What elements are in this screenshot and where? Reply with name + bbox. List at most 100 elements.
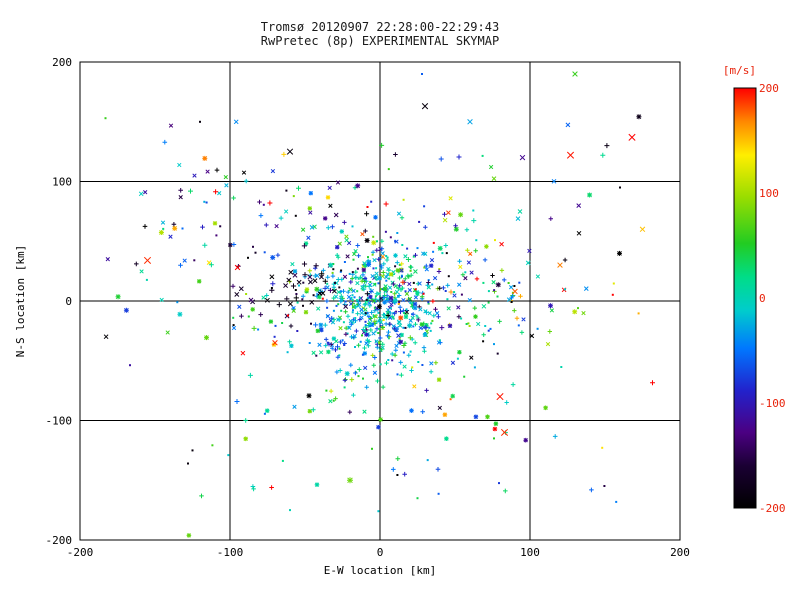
scatter-point	[338, 286, 341, 289]
scatter-point	[335, 344, 340, 350]
scatter-point	[485, 414, 490, 420]
scatter-point	[380, 384, 386, 390]
scatter-point	[442, 412, 448, 417]
scatter-point	[351, 288, 356, 294]
scatter-point	[247, 315, 250, 318]
scatter-point	[333, 294, 339, 299]
scatter-point	[208, 262, 214, 268]
scatter-point	[270, 255, 276, 260]
scatter-point	[378, 417, 383, 422]
scatter-point	[601, 446, 604, 449]
scatter-point	[267, 200, 273, 206]
scatter-point	[353, 248, 358, 254]
scatter-point	[566, 151, 575, 159]
colorbar-gradient	[733, 87, 757, 509]
chart-subtitle: RwPretec (8p) EXPERIMENTAL SKYMAP	[261, 34, 499, 48]
scatter-point	[159, 297, 164, 303]
scatter-point	[311, 350, 316, 355]
scatter-point	[432, 241, 435, 244]
scatter-point	[289, 509, 291, 512]
scatter-point	[245, 293, 248, 295]
scatter-point	[373, 275, 379, 280]
scatter-point	[393, 296, 396, 299]
scatter-points	[103, 71, 655, 538]
scatter-point	[418, 220, 421, 223]
scatter-point	[328, 388, 334, 394]
scatter-point	[193, 259, 196, 262]
scatter-point	[335, 253, 340, 258]
scatter-point	[417, 281, 422, 286]
scatter-point	[354, 328, 359, 334]
scatter-point	[292, 272, 298, 278]
scatter-point	[366, 259, 372, 265]
scatter-point	[339, 229, 344, 234]
scatter-point	[332, 268, 335, 271]
scatter-point	[348, 272, 351, 275]
scatter-point	[361, 353, 364, 356]
scatter-point	[435, 311, 440, 316]
scatter-point	[357, 277, 360, 280]
scatter-point	[436, 269, 442, 274]
scatter-point	[239, 313, 244, 319]
scatter-point	[374, 330, 377, 333]
scatter-point	[474, 276, 480, 282]
scatter-point	[348, 362, 353, 368]
scatter-point	[393, 152, 398, 157]
scatter-point	[484, 325, 487, 327]
scatter-point	[437, 245, 443, 251]
scatter-point	[371, 447, 373, 450]
scatter-point	[361, 287, 367, 292]
scatter-point	[307, 206, 312, 211]
scatter-point	[343, 377, 348, 382]
scatter-point	[214, 167, 220, 173]
scatter-point	[316, 306, 321, 311]
scatter-point	[564, 288, 566, 291]
x-tick-label: -200	[67, 546, 94, 559]
scatter-point	[423, 309, 428, 314]
scatter-point	[404, 291, 410, 296]
scatter-point	[437, 405, 442, 411]
scatter-point	[368, 289, 374, 294]
scatter-point	[224, 183, 229, 188]
scatter-point	[254, 251, 257, 254]
scatter-point	[407, 335, 413, 341]
scatter-point	[429, 263, 434, 268]
scatter-point	[421, 364, 424, 366]
scatter-point	[123, 307, 129, 313]
scatter-point	[301, 294, 306, 299]
scatter-point	[338, 326, 343, 331]
scatter-point	[374, 291, 379, 296]
scatter-point	[376, 304, 382, 310]
scatter-point	[134, 261, 139, 267]
scatter-point	[424, 388, 429, 393]
scatter-point	[281, 151, 287, 157]
scatter-point	[364, 332, 369, 337]
scatter-point	[392, 311, 397, 316]
scatter-point	[328, 399, 333, 404]
scatter-point	[186, 533, 192, 538]
scatter-point	[350, 276, 355, 281]
scatter-point	[488, 164, 494, 170]
scatter-point	[322, 285, 328, 291]
scatter-point	[442, 217, 448, 223]
scatter-point	[298, 284, 300, 287]
scatter-point	[396, 286, 401, 291]
scatter-point	[413, 340, 418, 345]
scatter-point	[407, 287, 412, 293]
scatter-point	[370, 200, 373, 203]
scatter-point	[294, 214, 297, 217]
scatter-point	[369, 310, 374, 315]
scatter-point	[205, 169, 210, 174]
scatter-point	[535, 274, 541, 279]
scatter-point	[457, 350, 462, 355]
scatter-point	[270, 287, 273, 289]
y-tick-label: 100	[52, 176, 72, 189]
scatter-point	[464, 227, 470, 232]
scatter-point	[513, 285, 516, 287]
scatter-point	[357, 317, 362, 322]
scatter-point	[223, 174, 228, 180]
scatter-point	[424, 263, 429, 269]
scatter-point	[281, 322, 284, 324]
scatter-point	[353, 275, 358, 280]
